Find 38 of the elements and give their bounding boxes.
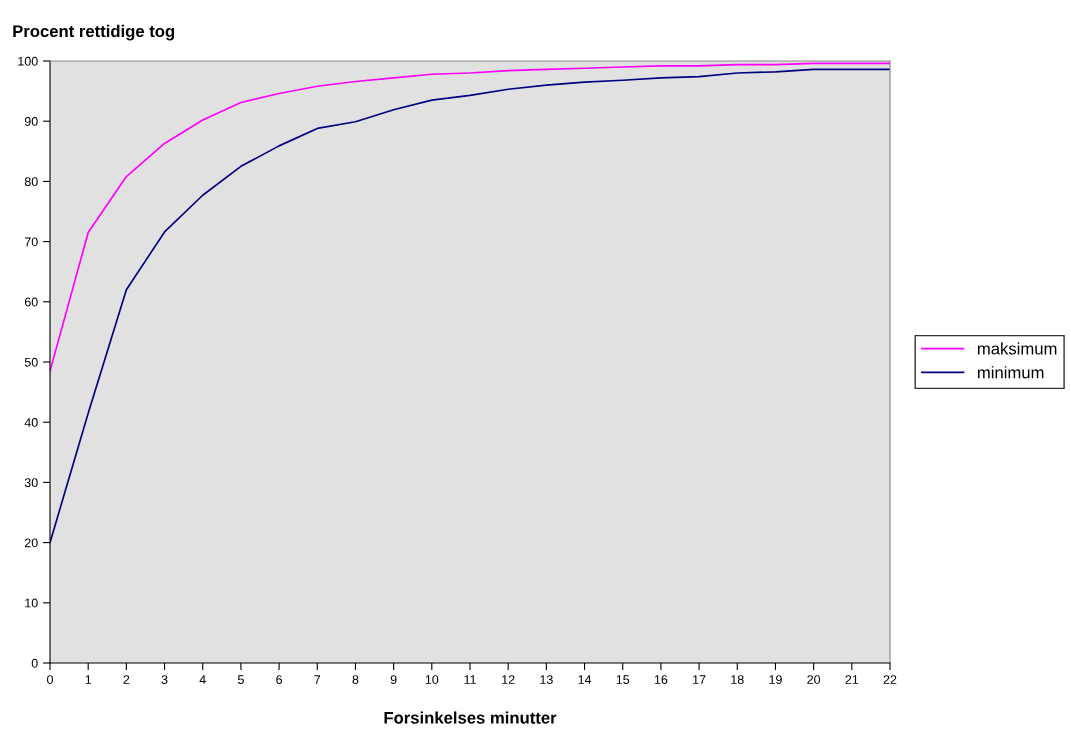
- x-tick-label: 11: [464, 675, 476, 684]
- y-tick-label: 80: [24, 177, 38, 187]
- x-tick-label: 15: [616, 675, 630, 684]
- y-tick-label: 70: [24, 237, 38, 247]
- x-tick-label: 7: [314, 675, 321, 684]
- x-tick-label: 16: [654, 675, 668, 684]
- x-tick-label: 6: [276, 675, 283, 684]
- legend-label: maksimum: [977, 342, 1057, 355]
- y-tick-label: 30: [24, 478, 38, 488]
- y-tick-label: 10: [25, 598, 38, 608]
- x-tick-label: 20: [807, 675, 821, 684]
- y-tick-label: 60: [24, 297, 38, 307]
- y-tick-label: 40: [24, 418, 38, 427]
- x-tick-label: 13: [540, 675, 553, 684]
- y-tick-label: 20: [24, 538, 38, 548]
- x-tick-label: 17: [693, 675, 706, 684]
- x-tick-label: 4: [199, 675, 206, 684]
- x-tick-label: 1: [85, 675, 92, 684]
- y-tick-label: 0: [31, 658, 38, 668]
- legend-label: minimum: [977, 366, 1044, 379]
- y-tick-label: 100: [18, 56, 38, 66]
- x-tick-label: 8: [352, 675, 359, 684]
- x-tick-label: 22: [883, 675, 897, 684]
- x-tick-label: 19: [769, 675, 782, 684]
- x-tick-label: 21: [845, 675, 859, 684]
- x-tick-label: 2: [123, 675, 130, 684]
- x-tick-label: 10: [425, 675, 439, 684]
- chart-title: Procent rettidige tog: [13, 24, 175, 41]
- x-tick-label: 3: [161, 675, 168, 684]
- x-tick-label: 5: [237, 675, 244, 684]
- x-tick-label: 0: [47, 675, 53, 684]
- y-tick-label: 90: [24, 117, 38, 126]
- x-axis-title: Forsinkelses minutter: [384, 711, 557, 724]
- x-tick-label: 18: [731, 675, 744, 684]
- x-tick-label: 14: [578, 675, 592, 684]
- y-tick-label: 50: [24, 357, 38, 367]
- x-tick-label: 9: [390, 675, 397, 684]
- x-tick-label: 12: [502, 675, 515, 684]
